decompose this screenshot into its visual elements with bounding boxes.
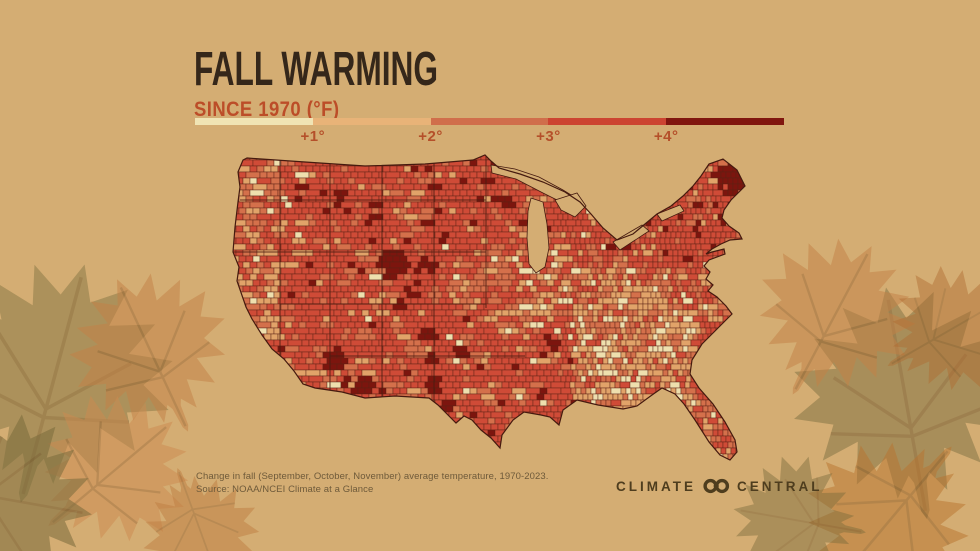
maple-leaf-8 xyxy=(854,241,980,424)
climate-central-logo-icon xyxy=(703,478,730,494)
us-county-warming-map xyxy=(232,154,746,461)
legend-segment-4 xyxy=(548,118,667,125)
maple-leaf-3 xyxy=(0,360,225,551)
maple-leaf-4 xyxy=(0,396,109,551)
caption-line1: Change in fall (September, October, Nove… xyxy=(196,471,549,482)
logo-climate-text: CLIMATE xyxy=(616,478,696,494)
lake-5 xyxy=(656,204,685,222)
legend-segment-5 xyxy=(666,118,784,125)
climate-central-logo: CLIMATE CENTRAL xyxy=(616,477,823,495)
legend-label-+4°: +4° xyxy=(653,128,679,145)
header: FALL WARMING SINCE 1970 (°F) xyxy=(194,46,564,122)
maple-leaf-6 xyxy=(772,266,980,541)
page-subtitle: SINCE 1970 (°F) xyxy=(194,98,340,121)
legend-color-bar xyxy=(195,118,784,125)
legend-label-+2°: +2° xyxy=(418,128,443,145)
legend-labels: +1° +2° +3° +4° xyxy=(195,125,784,145)
page-title: FALL WARMING xyxy=(194,43,439,96)
state-borders xyxy=(233,155,525,403)
temperature-legend: +1° +2° +3° +4° xyxy=(195,118,784,145)
legend-segment-1 xyxy=(195,118,313,125)
legend-label-+1°: +1° xyxy=(300,128,326,145)
legend-label-+3°: +3° xyxy=(536,128,561,145)
maple-leaf-1 xyxy=(0,231,202,536)
lake-4 xyxy=(612,224,650,251)
lake-3 xyxy=(554,192,587,218)
lake-2 xyxy=(526,197,550,274)
legend-segment-2 xyxy=(312,118,431,125)
maple-leaf-9 xyxy=(769,389,980,551)
us-map-outline xyxy=(232,154,746,461)
caption-line2: Source: NOAA/NCEI Climate at a Glance xyxy=(196,483,374,495)
caption: Change in fall (September, October, Nove… xyxy=(196,471,549,496)
logo-central-text: CENTRAL xyxy=(737,478,823,494)
great-lakes xyxy=(490,164,685,274)
county-mosaic xyxy=(233,155,745,460)
legend-segment-3 xyxy=(430,118,549,125)
